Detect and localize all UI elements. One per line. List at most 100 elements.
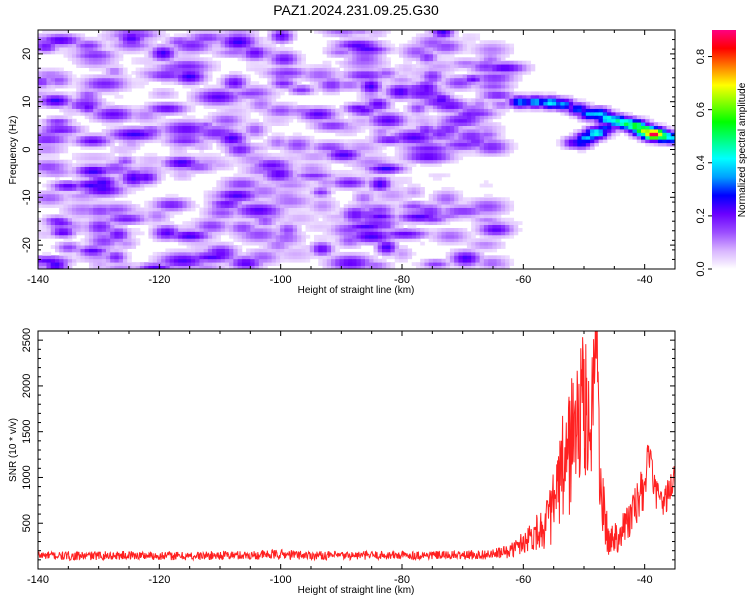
spectrogram-cell — [250, 262, 255, 266]
spectrogram-cell — [178, 108, 183, 113]
spectrogram-cell — [331, 149, 336, 154]
spectrogram-cell — [297, 115, 302, 120]
spectrogram-cell — [241, 173, 247, 178]
spectrogram-cell — [386, 139, 391, 144]
spectrogram-cell — [110, 217, 115, 222]
spectrogram-cell — [42, 101, 47, 106]
spectrogram-cell — [437, 265, 442, 269]
spectrogram-cell — [335, 173, 340, 178]
spectrogram-cell — [335, 214, 340, 219]
spectrogram-cell — [233, 258, 238, 263]
spectrogram-cell — [309, 210, 315, 215]
spectrogram-cell — [67, 258, 73, 263]
spectrogram-cell — [641, 139, 646, 144]
spectrogram-cell — [326, 234, 332, 239]
spectrogram-cell — [165, 214, 171, 219]
spectrogram-cell — [445, 210, 451, 215]
spectrogram-cell — [483, 139, 489, 144]
spectrogram-cell — [432, 176, 438, 181]
spectrogram-cell — [148, 231, 154, 236]
spectrogram-cell — [500, 228, 506, 232]
spectrogram-cell — [195, 159, 200, 164]
spectrogram-cell — [148, 265, 154, 269]
spectrogram-cell — [488, 135, 493, 140]
spectrogram-cell — [165, 204, 171, 208]
spectrogram-cell — [339, 176, 345, 181]
spectrogram-cell — [360, 193, 366, 198]
spectrogram-cell — [496, 115, 502, 120]
spectrogram-cell — [110, 193, 115, 198]
spectrogram-cell — [390, 210, 396, 215]
spectrogram-cell — [314, 156, 319, 161]
spectrogram-cell — [169, 200, 175, 205]
spectrogram-cell — [411, 146, 417, 150]
spectrogram-cell — [88, 204, 94, 208]
spectrogram-cell — [50, 193, 56, 198]
spectrogram-cell — [373, 163, 379, 167]
spectrogram-cell — [492, 111, 498, 116]
spectrogram-cell — [386, 210, 391, 215]
spectrogram-cell — [71, 241, 77, 246]
spectrogram-cell — [369, 159, 374, 164]
spectrogram-cell — [352, 214, 357, 219]
spectrogram-cell — [237, 180, 243, 185]
spectrogram-cell — [105, 241, 111, 246]
spectrogram-cell — [360, 169, 366, 174]
spectrogram-cell — [271, 241, 277, 246]
spectrogram-cell — [326, 163, 332, 167]
spectrogram-cell — [471, 125, 476, 130]
spectrogram-cell — [97, 228, 103, 232]
spectrogram-cell — [322, 258, 328, 263]
spectrogram-cell — [314, 108, 319, 113]
spectrogram-cell — [500, 98, 506, 103]
spectrogram-cell — [314, 238, 319, 243]
spectrogram-cell — [437, 200, 442, 205]
spectrogram-cell — [84, 115, 90, 120]
spectrogram-cell — [80, 180, 86, 185]
spectrogram-cell — [411, 207, 417, 212]
spectrogram-cell — [322, 105, 328, 109]
spectrogram-cell — [670, 132, 675, 137]
spectrogram-cell — [237, 210, 243, 215]
spectrogram-cell — [288, 176, 294, 181]
spectrogram-cell — [178, 135, 183, 140]
spectrogram-cell — [118, 207, 124, 212]
spectrogram-cell — [144, 169, 149, 174]
spectrogram-cell — [373, 207, 379, 212]
spectrogram-cell — [101, 139, 107, 144]
spectrogram-cell — [135, 204, 141, 208]
spectrogram-cell — [360, 125, 366, 130]
spectrogram-cell — [229, 241, 234, 246]
spectrogram-cell — [386, 245, 391, 249]
spectrogram-cell — [254, 224, 260, 229]
spectrogram-cell — [190, 169, 196, 174]
spectrogram-cell — [114, 265, 120, 269]
spectrogram-cell — [271, 146, 277, 150]
spectrogram-cell — [407, 111, 413, 116]
spectrogram-cell — [466, 152, 472, 157]
spectrogram-cell — [267, 255, 272, 260]
spectrogram-cell — [407, 142, 413, 147]
spectrogram-cell — [505, 142, 510, 147]
spectrogram-cell — [373, 115, 379, 120]
spectrogram-cell — [437, 210, 442, 215]
spectrogram-cell — [322, 234, 328, 239]
spectrogram-cell — [483, 217, 489, 222]
spectrogram-cell — [67, 190, 73, 195]
spectrogram-cell — [93, 98, 98, 103]
spectrogram-cell — [407, 193, 413, 198]
spectrogram-cell — [67, 142, 73, 147]
spectrogram-cell — [131, 142, 137, 147]
spectrogram-cell — [118, 111, 124, 116]
spectrogram-cell — [356, 125, 362, 130]
spectrogram-cell — [517, 101, 523, 106]
spectrogram-cell — [284, 169, 289, 174]
spectrogram-cell — [297, 258, 302, 263]
spectrogram-cell — [152, 238, 158, 243]
spectrogram-cell — [284, 173, 289, 178]
spectrogram-cell — [284, 234, 289, 239]
spectrogram-cell — [190, 98, 196, 103]
spectrogram-cell — [54, 101, 60, 106]
spectrogram-cell — [449, 258, 455, 263]
spectrogram-cell — [364, 221, 370, 226]
